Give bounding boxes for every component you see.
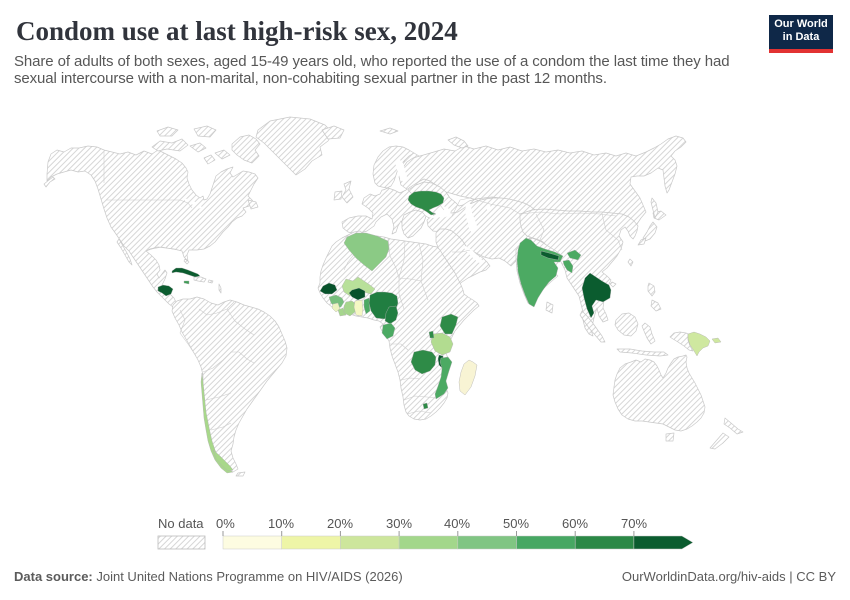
svg-text:No data: No data [158,516,204,531]
svg-text:50%: 50% [503,516,529,531]
svg-text:0%: 0% [216,516,235,531]
svg-text:30%: 30% [386,516,412,531]
svg-text:70%: 70% [621,516,647,531]
svg-text:20%: 20% [327,516,353,531]
svg-text:60%: 60% [562,516,588,531]
svg-text:40%: 40% [444,516,470,531]
svg-text:10%: 10% [268,516,294,531]
